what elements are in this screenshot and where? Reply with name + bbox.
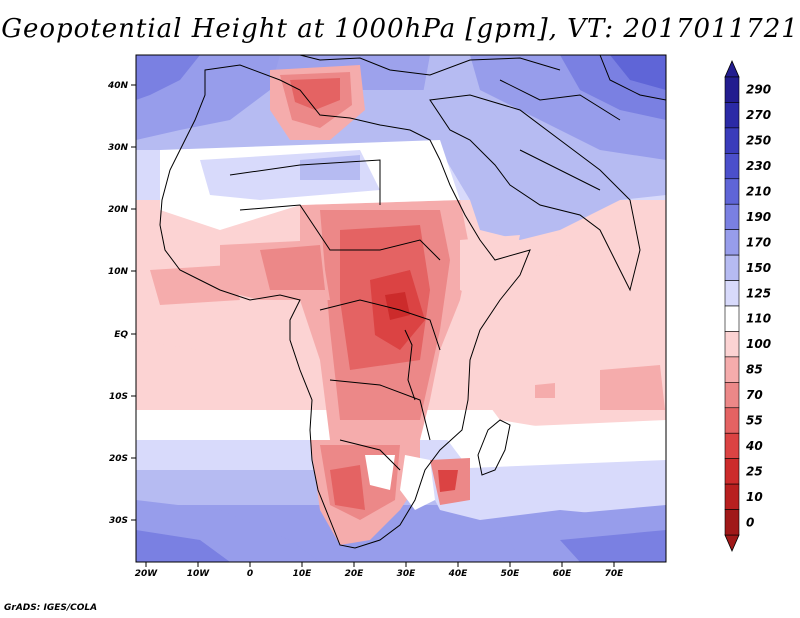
lat-label-eq: EQ xyxy=(114,330,128,340)
colorbar-label: 230 xyxy=(746,159,771,173)
colorbar-swatch xyxy=(724,102,740,129)
lon-label-30e: 30E xyxy=(397,569,417,579)
lat-label-10n: 10N xyxy=(108,267,129,277)
lat-label-20s: 20S xyxy=(109,454,128,464)
colorbar-label: 250 xyxy=(746,134,771,148)
lat-label-40n: 40N xyxy=(107,81,129,91)
lon-label-50e: 50E xyxy=(501,569,521,579)
height-field xyxy=(136,55,666,562)
colorbar-swatch xyxy=(724,382,740,409)
lat-label-30n: 30N xyxy=(108,143,129,153)
colorbar-swatch xyxy=(724,458,740,485)
colorbar-top-arrow xyxy=(724,60,740,78)
colorbar-label: 190 xyxy=(746,210,771,224)
colorbar-label: 85 xyxy=(746,363,763,377)
lon-label-0: 0 xyxy=(247,569,253,579)
colorbar-swatch xyxy=(724,356,740,383)
colorbar-swatch xyxy=(724,229,740,256)
colorbar-label: 125 xyxy=(746,286,771,300)
colorbar-swatch xyxy=(724,127,740,154)
colorbar-label: 270 xyxy=(746,108,771,122)
colorbar-swatch xyxy=(724,407,740,434)
colorbar-label: 110 xyxy=(746,312,771,326)
lat-label-30s: 30S xyxy=(109,516,128,526)
colorbar-swatch xyxy=(724,76,740,103)
lon-label-10w: 10W xyxy=(187,569,211,579)
grads-credit: GrADS: IGES/COLA xyxy=(4,603,98,613)
lon-label-20e: 20E xyxy=(345,569,365,579)
colorbar: 2902702502302101901701501251101008570554… xyxy=(724,60,771,552)
lon-label-20w: 20W xyxy=(135,569,159,579)
colorbar-swatch xyxy=(724,509,740,536)
colorbar-label: 100 xyxy=(746,337,771,351)
colorbar-swatch xyxy=(724,305,740,332)
lon-axis xyxy=(145,562,615,567)
lat-axis xyxy=(131,84,136,521)
colorbar-swatch xyxy=(724,432,740,459)
colorbar-label: 170 xyxy=(746,235,771,249)
colorbar-swatch xyxy=(724,331,740,358)
colorbar-swatch xyxy=(724,153,740,180)
colorbar-swatch xyxy=(724,483,740,510)
colorbar-swatch xyxy=(724,203,740,230)
colorbar-label: 150 xyxy=(746,261,771,275)
colorbar-label: 290 xyxy=(746,83,771,97)
colorbar-label: 40 xyxy=(745,439,763,453)
map-title: Geopotential Height at 1000hPa [gpm], VT… xyxy=(1,14,799,44)
colorbar-swatch xyxy=(724,178,740,205)
lat-label-20n: 20N xyxy=(108,205,129,215)
colorbar-swatch xyxy=(724,254,740,281)
lon-label-40e: 40E xyxy=(448,569,469,579)
colorbar-swatch xyxy=(724,280,740,307)
lon-label-70e: 70E xyxy=(605,569,625,579)
colorbar-bottom-arrow xyxy=(724,534,740,552)
lon-label-60e: 60E xyxy=(553,569,573,579)
lon-label-10e: 10E xyxy=(293,569,313,579)
colorbar-label: 10 xyxy=(746,490,763,504)
colorbar-label: 210 xyxy=(746,185,771,199)
lat-label-10s: 10S xyxy=(109,392,128,402)
colorbar-label: 25 xyxy=(746,464,763,478)
coastlines xyxy=(159,55,666,549)
colorbar-label: 55 xyxy=(746,414,763,428)
colorbar-label: 0 xyxy=(746,515,754,529)
plot-frame xyxy=(135,54,667,563)
colorbar-label: 70 xyxy=(746,388,763,402)
